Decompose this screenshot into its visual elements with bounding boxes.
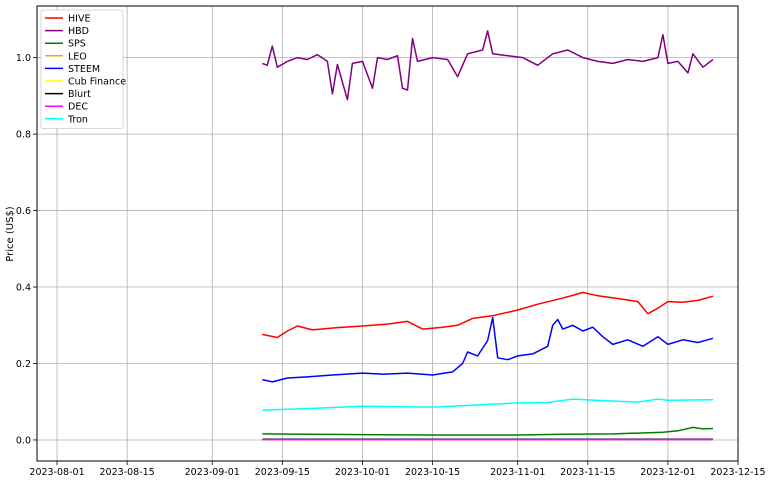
legend-box	[40, 9, 124, 129]
x-tick-label: 2023-10-15	[405, 467, 460, 478]
series-line-steem	[262, 316, 714, 383]
y-tick-label: 0.0	[16, 435, 31, 446]
x-tick-label: 2023-10-01	[335, 467, 390, 478]
y-tick-label: 0.6	[16, 206, 31, 217]
legend-label: Cub Finance	[68, 77, 126, 88]
legend-label: HIVE	[68, 14, 90, 25]
legend-label: Tron	[67, 114, 88, 125]
x-tick-label: 2023-12-01	[640, 467, 695, 478]
y-axis-label: Price (US$)	[5, 206, 16, 262]
legend-label: LEO	[68, 51, 87, 62]
x-tick-label: 2023-09-15	[255, 467, 310, 478]
legend-label: Blurt	[68, 89, 91, 100]
y-tick-label: 1.0	[16, 53, 31, 64]
legend-label: SPS	[68, 39, 86, 50]
legend-label: STEEM	[68, 64, 100, 75]
series-line-hbd	[262, 30, 714, 101]
legend-label: HBD	[68, 26, 89, 37]
series-lines	[262, 30, 714, 441]
series-line-sps	[262, 426, 714, 436]
x-tick-label: 2023-09-01	[185, 467, 240, 478]
series-line-tron	[262, 398, 714, 411]
y-tick-label: 0.4	[16, 283, 31, 294]
x-tick-label: 2023-11-01	[490, 467, 545, 478]
x-tick-label: 2023-08-01	[29, 467, 84, 478]
legend-label: DEC	[68, 102, 88, 113]
plot-frame	[36, 5, 739, 462]
y-tick-label: 0.8	[16, 130, 31, 141]
series-line-hive	[262, 291, 714, 339]
x-tick-label: 2023-12-15	[710, 467, 765, 478]
x-tick-label: 2023-08-15	[100, 467, 155, 478]
axis-ticks: 2023-08-01 2023-08-15 2023-09-01 2023-09-15…	[16, 53, 766, 478]
y-tick-label: 0.2	[16, 359, 31, 370]
x-tick-label: 2023-11-15	[560, 467, 615, 478]
